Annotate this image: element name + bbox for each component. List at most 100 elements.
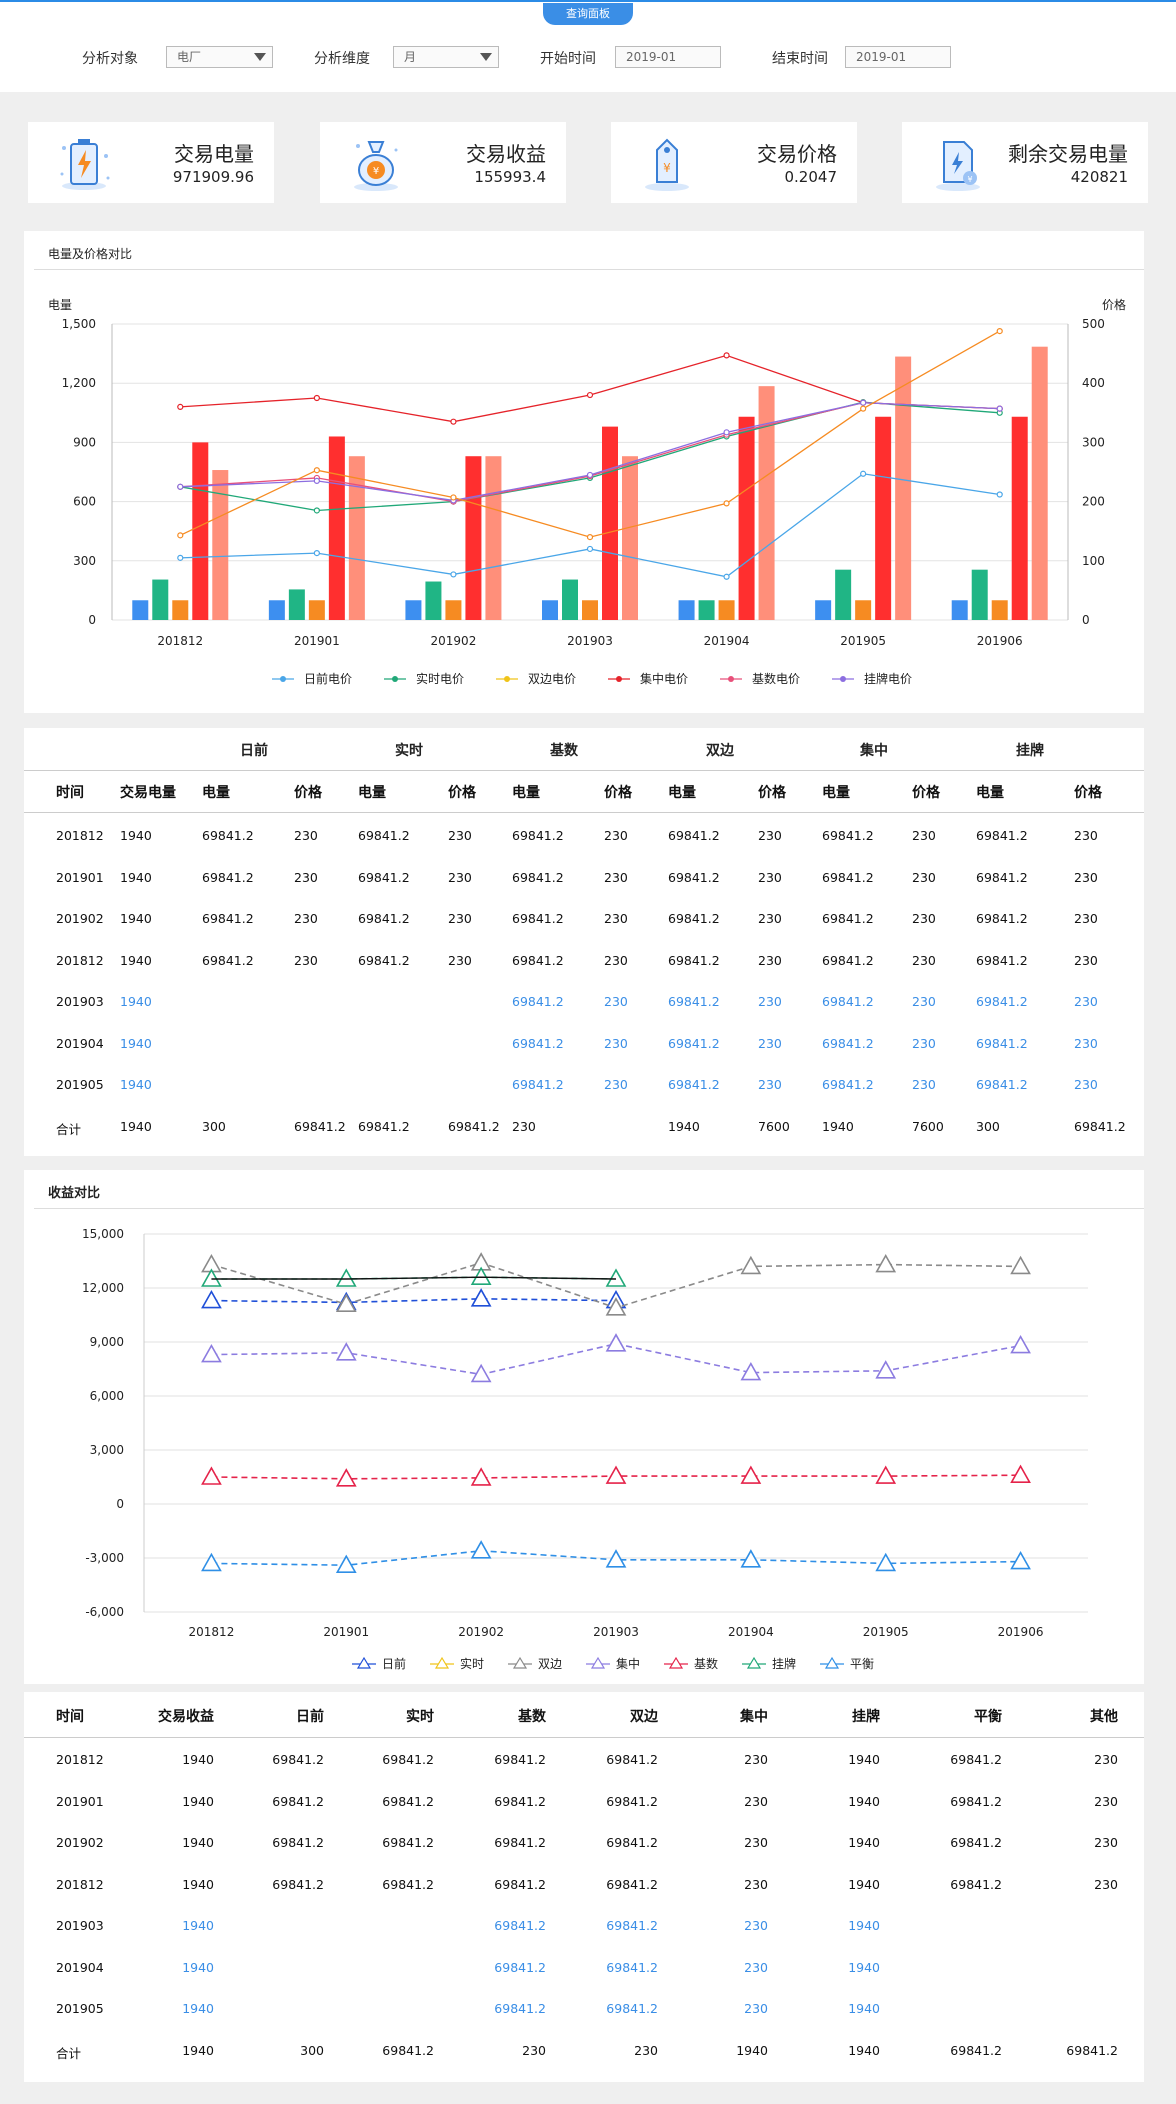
table-cell: 69841.2 [512, 1035, 564, 1051]
line-point [723, 500, 730, 507]
x-tick-label: 201906 [998, 1625, 1044, 1639]
kpi-card-trade-revenue: ¥ 交易收益 155993.4 [320, 122, 566, 203]
triangle-marker [335, 1268, 357, 1287]
table-cell: 69841.2 [606, 1793, 658, 1809]
table-cell: 201904 [56, 1035, 104, 1051]
column-header: 电量 [358, 785, 386, 801]
column-header: 电量 [202, 785, 230, 801]
line-point [586, 534, 594, 541]
line-point [996, 328, 1003, 335]
table-cell: 230 [758, 994, 782, 1009]
column-header: 电量 [976, 785, 1004, 801]
table-cell: 230 [634, 2042, 658, 2058]
table-cell: 69841.2 [606, 1752, 658, 1767]
line-point [177, 483, 184, 490]
triangle-marker [740, 1255, 762, 1275]
y-left-tick-label: 0 [88, 613, 96, 627]
table-cell: 69841.2 [382, 2042, 434, 2058]
table-cell: 230 [744, 2001, 768, 2016]
y-tick-label: 3,000 [90, 1443, 124, 1457]
bar [895, 356, 912, 620]
query-panel-tab[interactable]: 查询面板 [543, 3, 633, 25]
table-cell: 230 [912, 828, 936, 843]
table-cell: 69841.2 [950, 1793, 1002, 1809]
line-point [313, 477, 320, 484]
table-cell: 1940 [182, 1959, 214, 1975]
table-cell: 69841.2 [382, 1835, 434, 1850]
table-cell: 69841.2 [494, 1918, 546, 1933]
y-left-tick-label: 300 [73, 554, 96, 568]
table-cell: 69841.2 [494, 1752, 546, 1767]
table-cell: 1940 [848, 1959, 880, 1975]
table-cell: 1940 [120, 1118, 152, 1134]
table-cell: 69841.2 [202, 911, 254, 926]
table-cell: 230 [604, 994, 628, 1009]
kpi-value: 971909.96 [172, 168, 254, 186]
table-cell: 1940 [848, 1918, 880, 1933]
start-time-label: 开始时间 [540, 51, 596, 67]
x-tick-label: 201902 [431, 634, 477, 648]
battery-icon [60, 139, 110, 190]
triangle-marker [1010, 1550, 1031, 1570]
line-point [723, 352, 730, 359]
y-tick-label: -6,000 [85, 1605, 124, 1619]
table-cell: 230 [294, 828, 318, 843]
column-header: 电量 [512, 785, 540, 801]
table-cell: 201901 [56, 1793, 104, 1809]
column-header: 日前 [296, 1709, 324, 1725]
table-cell: 69841.2 [822, 869, 874, 885]
legend-swatch-dot [840, 676, 846, 682]
table-cell: 69841.2 [606, 1835, 658, 1850]
table-cell: 1940 [848, 1876, 880, 1892]
column-header: 电量 [668, 785, 696, 801]
table-cell: 69841.2 [822, 952, 874, 968]
column-header: 集中 [740, 1709, 768, 1725]
bar [132, 600, 149, 620]
triangle-marker [605, 1333, 627, 1352]
table-cell: 230 [1074, 952, 1098, 968]
kpi-card-trade-price: ¥ 交易价格 0.2047 [611, 122, 857, 203]
triangle-marker [605, 1549, 627, 1568]
line-point [860, 470, 867, 477]
table-cell: 201812 [56, 828, 104, 843]
table-cell: 69841.2 [512, 994, 564, 1009]
table-cell: 1940 [848, 1752, 880, 1767]
bar [738, 416, 755, 620]
revenue-chart: 15,000 12,000 9,000 6,000 3,000 0 -3,000 -6,000… [82, 1227, 1088, 1671]
bar [991, 600, 1008, 620]
table-cell: 230 [448, 828, 472, 843]
table-cell: 69841.2 [1066, 2042, 1118, 2058]
table-cell: 230 [294, 869, 318, 885]
bar [268, 600, 285, 620]
table-cell: 201812 [56, 952, 104, 968]
group-header: 基数 [550, 743, 578, 759]
svg-text:¥: ¥ [663, 161, 671, 175]
table-cell: 1940 [848, 2001, 880, 2016]
start-time-input[interactable]: 2019-01 [615, 46, 721, 68]
table-cell: 230 [1074, 828, 1098, 843]
chevron-down-icon [254, 53, 266, 61]
triangle-marker [605, 1297, 627, 1316]
table-cell: 69841.2 [976, 828, 1028, 843]
group-header: 日前 [240, 743, 268, 759]
table-cell: 230 [1074, 994, 1098, 1009]
bar [192, 442, 209, 620]
column-header: 电量 [822, 785, 850, 801]
legend-swatch-triangle [824, 1656, 840, 1669]
table-cell: 1940 [736, 2042, 768, 2058]
svg-text:¥: ¥ [373, 166, 379, 177]
dimension-select[interactable]: 月 [393, 46, 499, 68]
column-header: 价格 [912, 785, 940, 801]
legend-swatch-dot [616, 676, 622, 682]
table-cell: 230 [1074, 1077, 1098, 1092]
target-select[interactable]: 电厂 [166, 46, 273, 68]
column-header: 价格 [1074, 785, 1102, 801]
y-left-tick-label: 1,200 [62, 376, 96, 390]
kpi-label: 交易收益 [466, 142, 546, 166]
bar [348, 456, 365, 620]
table-cell: 69841.2 [358, 869, 410, 885]
dimension-select-value: 月 [404, 50, 417, 64]
end-time-input[interactable]: 2019-01 [845, 46, 951, 68]
table-cell: 1940 [848, 1835, 880, 1850]
document-power-icon: ¥ [936, 141, 980, 191]
